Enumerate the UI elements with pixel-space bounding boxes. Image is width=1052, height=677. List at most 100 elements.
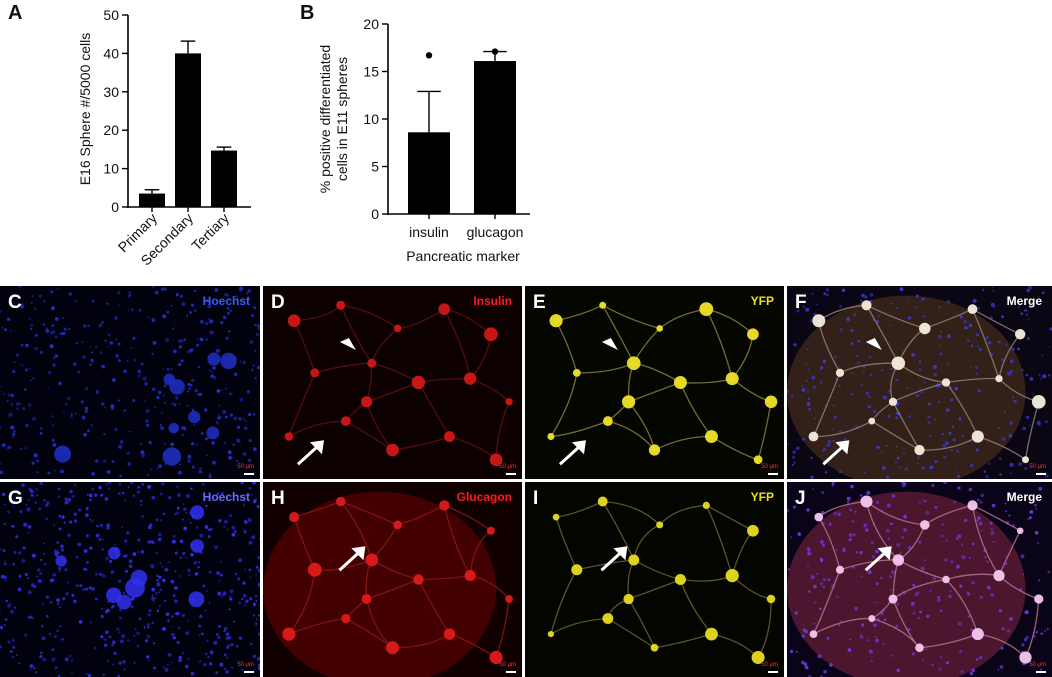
nucleus	[206, 639, 209, 642]
nucleus	[789, 649, 794, 654]
cell-cluster	[993, 569, 1005, 582]
nucleus	[811, 375, 816, 380]
nucleus	[121, 491, 125, 495]
bar-insulin	[408, 132, 450, 214]
nucleus-cluster	[55, 555, 67, 567]
nucleus	[141, 453, 145, 458]
nucleus	[179, 463, 181, 466]
nucleus	[89, 621, 93, 624]
nucleus	[254, 376, 257, 380]
nucleus	[181, 426, 185, 430]
nucleus	[967, 339, 970, 342]
nucleus	[163, 287, 167, 291]
nucleus-cluster	[125, 577, 145, 598]
nucleus	[172, 327, 175, 330]
scale-label: 50 μm	[1029, 464, 1046, 470]
nucleus	[179, 575, 182, 577]
nucleus	[95, 533, 100, 538]
neurite	[550, 617, 608, 635]
nucleus	[18, 574, 22, 578]
nucleus	[196, 343, 200, 347]
nucleus	[16, 407, 19, 410]
nucleus	[62, 596, 66, 601]
nucleus	[1044, 630, 1047, 633]
nucleus	[927, 402, 931, 406]
nucleus	[823, 578, 826, 581]
nucleus	[162, 512, 166, 516]
neurite	[865, 501, 899, 561]
nucleus	[170, 367, 173, 370]
nucleus	[183, 507, 187, 511]
nucleus	[918, 368, 922, 371]
nucleus	[979, 500, 983, 504]
nucleus	[1018, 462, 1023, 466]
nucleus	[948, 431, 952, 435]
nucleus	[868, 649, 873, 654]
nucleus	[116, 627, 120, 631]
nucleus	[96, 524, 99, 528]
nucleus	[197, 365, 200, 369]
nucleus	[787, 568, 790, 571]
nucleus	[933, 373, 937, 377]
nucleus	[68, 327, 71, 331]
nucleus	[829, 663, 833, 667]
nucleus	[923, 499, 927, 503]
nucleus	[22, 364, 24, 367]
nucleus	[827, 578, 831, 582]
nucleus	[24, 447, 27, 450]
nucleus	[103, 643, 108, 647]
nucleus	[108, 635, 112, 639]
scale-label: 50 μm	[499, 464, 516, 470]
nucleus	[226, 294, 230, 297]
nucleus	[920, 566, 925, 571]
nucleus	[895, 624, 899, 628]
cell-cluster	[284, 432, 294, 441]
nucleus	[10, 403, 13, 406]
neurite	[443, 505, 471, 576]
nucleus	[855, 551, 859, 554]
nucleus	[133, 661, 136, 664]
nucleus	[85, 513, 89, 517]
nucleus	[919, 387, 922, 390]
nucleus	[111, 643, 114, 647]
nucleus	[67, 533, 71, 537]
cell-cluster	[835, 368, 845, 378]
nucleus	[156, 467, 159, 470]
nucleus	[7, 393, 11, 397]
nucleus	[118, 482, 122, 486]
cell-cluster	[1016, 527, 1024, 535]
nucleus	[204, 609, 207, 612]
neurite	[813, 617, 872, 635]
nucleus	[195, 443, 198, 446]
nucleus	[826, 288, 829, 292]
cell-cluster	[599, 301, 607, 309]
nucleus	[850, 328, 854, 332]
nucleus	[971, 668, 975, 672]
cell-cluster	[438, 303, 451, 315]
nucleus	[152, 599, 155, 602]
nucleus	[1042, 374, 1047, 379]
nucleus	[810, 456, 813, 459]
x-axis-label: Pancreatic marker	[406, 248, 520, 264]
nucleus	[821, 543, 825, 547]
nucleus	[806, 508, 810, 512]
nucleus	[12, 563, 15, 566]
nucleus	[931, 484, 935, 487]
nucleus	[122, 591, 126, 595]
nucleus	[51, 424, 54, 427]
nucleus	[917, 616, 920, 619]
nucleus	[91, 351, 94, 354]
nucleus	[15, 535, 19, 539]
neurite	[550, 569, 578, 635]
nucleus	[888, 324, 891, 327]
nucleus	[166, 310, 170, 314]
cell-cluster	[310, 368, 320, 378]
cell-cluster	[386, 443, 399, 457]
nucleus	[812, 385, 816, 389]
nucleus	[229, 413, 233, 417]
nucleus-cluster	[190, 539, 205, 553]
nucleus	[1035, 631, 1038, 634]
nucleus	[48, 632, 52, 636]
nucleus	[806, 402, 811, 406]
nucleus	[174, 551, 178, 555]
